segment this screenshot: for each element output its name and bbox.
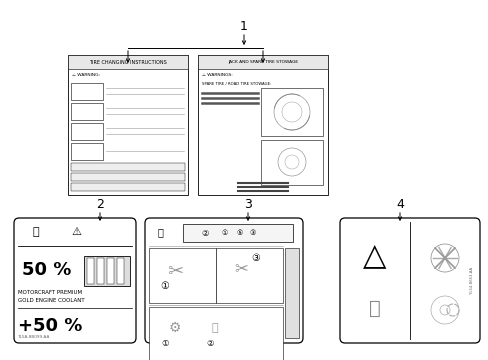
Text: 2: 2 <box>96 198 104 211</box>
Text: TIRE CHANGING INSTRUCTIONS: TIRE CHANGING INSTRUCTIONS <box>89 59 166 64</box>
Text: 7L5A-8B099-AA: 7L5A-8B099-AA <box>18 335 50 339</box>
Bar <box>71 163 184 171</box>
Text: ②: ② <box>201 229 208 238</box>
Bar <box>198 55 327 69</box>
Text: GOLD ENGINE COOLANT: GOLD ENGINE COOLANT <box>18 298 84 303</box>
Text: 3: 3 <box>244 198 251 211</box>
Bar <box>149 248 216 303</box>
Text: 📖: 📖 <box>157 227 163 237</box>
Text: 50 %: 50 % <box>22 261 71 279</box>
Text: 📖: 📖 <box>33 227 39 237</box>
Bar <box>71 123 103 140</box>
Bar <box>71 183 184 191</box>
Text: 📖: 📖 <box>368 298 380 318</box>
Bar <box>117 258 124 284</box>
Text: ⚠ WARNINGS:: ⚠ WARNINGS: <box>202 73 232 77</box>
Bar <box>261 140 323 185</box>
Bar <box>71 83 103 100</box>
Bar <box>68 55 187 69</box>
Bar <box>71 173 184 181</box>
Text: MOTORCRAFT PREMIUM: MOTORCRAFT PREMIUM <box>18 291 82 296</box>
Text: YL54-8653-AA: YL54-8653-AA <box>469 266 473 293</box>
Bar <box>97 258 104 284</box>
Text: 1: 1 <box>240 19 247 32</box>
Bar <box>68 55 187 195</box>
Text: ✂: ✂ <box>234 259 247 277</box>
FancyBboxPatch shape <box>339 218 479 343</box>
Text: +50 %: +50 % <box>18 317 82 335</box>
Bar <box>71 143 103 160</box>
Bar <box>183 224 292 242</box>
Text: JACK AND SPARE TIRE STOWAGE: JACK AND SPARE TIRE STOWAGE <box>227 60 298 64</box>
Bar <box>149 307 283 360</box>
Text: ②: ② <box>206 338 213 347</box>
Bar <box>84 256 130 286</box>
FancyBboxPatch shape <box>14 218 136 343</box>
Text: ③: ③ <box>251 253 260 263</box>
Text: SPARE TIRE / ROAD TIRE STOWAGE:: SPARE TIRE / ROAD TIRE STOWAGE: <box>202 82 271 86</box>
Text: ①: ① <box>222 230 228 236</box>
Text: 4: 4 <box>395 198 403 211</box>
Text: △: △ <box>363 242 386 270</box>
Bar <box>261 88 323 136</box>
FancyBboxPatch shape <box>145 218 303 343</box>
Text: ⚙: ⚙ <box>168 321 181 335</box>
Bar <box>107 258 114 284</box>
Bar <box>71 103 103 120</box>
Text: ①: ① <box>161 338 168 347</box>
Text: ✂: ✂ <box>166 261 183 280</box>
Text: ③: ③ <box>249 230 256 236</box>
Text: ⑤: ⑤ <box>236 230 243 236</box>
Text: ⚠ WARNING:: ⚠ WARNING: <box>72 73 100 77</box>
Bar <box>216 248 283 303</box>
Bar <box>198 55 327 195</box>
Text: ①: ① <box>160 281 169 291</box>
Text: ⚠: ⚠ <box>71 227 81 237</box>
Bar <box>285 248 298 338</box>
Text: 📖: 📖 <box>211 323 218 333</box>
Bar <box>87 258 94 284</box>
